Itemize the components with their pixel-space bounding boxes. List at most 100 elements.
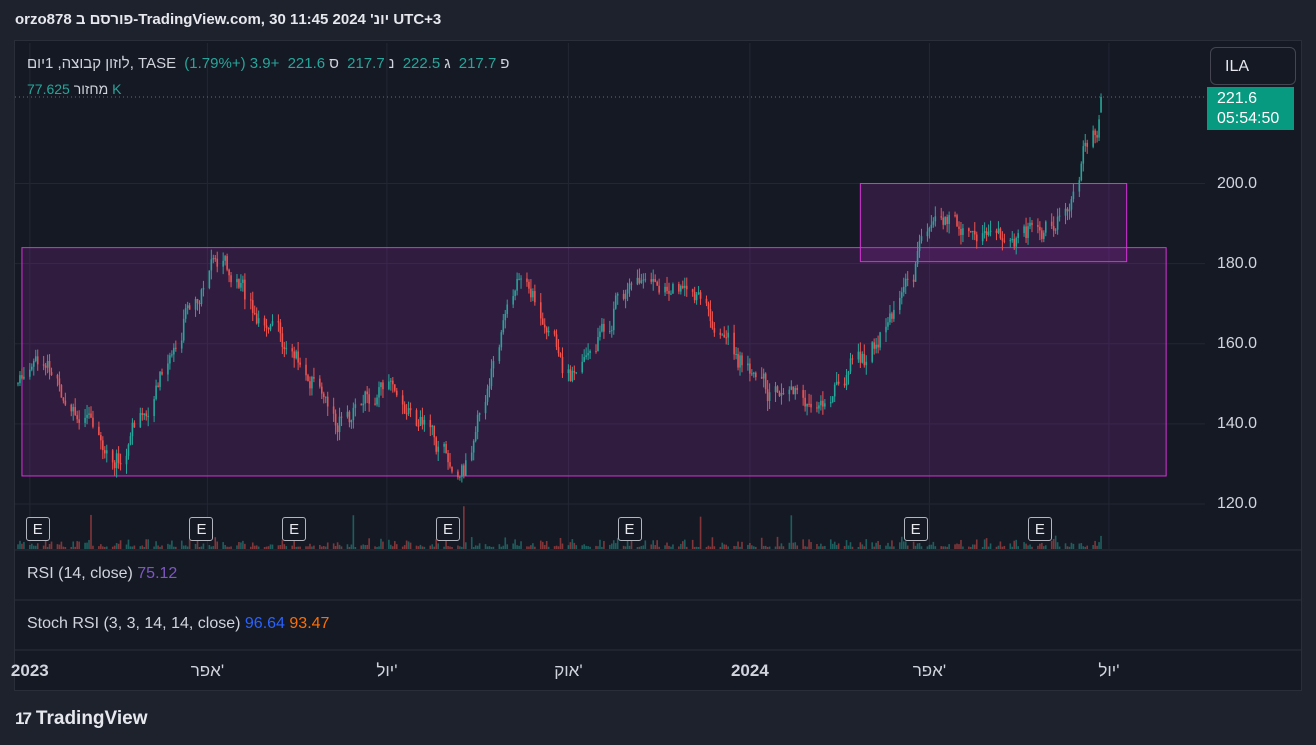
candle-body: [920, 236, 923, 241]
earnings-marker[interactable]: E: [617, 517, 642, 541]
tradingview-brand[interactable]: 17 TradingView: [15, 708, 148, 730]
volume-bar: [512, 543, 514, 549]
candle-body: [691, 289, 694, 292]
volume-bar: [115, 543, 118, 549]
earnings-marker[interactable]: E: [25, 517, 50, 541]
candle-body: [145, 413, 148, 417]
high-label: ג: [444, 55, 451, 72]
volume-bar: [228, 546, 230, 549]
earnings-marker[interactable]: E: [189, 517, 214, 541]
candle-body: [382, 382, 384, 390]
earnings-marker[interactable]: E: [1027, 517, 1052, 541]
candle-body: [970, 231, 972, 233]
candle-body: [490, 368, 493, 387]
candle-body: [423, 419, 426, 425]
volume-bar: [514, 539, 516, 549]
volume-bar: [705, 546, 708, 549]
volume-bar: [332, 543, 335, 549]
candle-body: [44, 365, 47, 368]
candle-body: [451, 466, 453, 472]
candle-body: [626, 289, 629, 294]
volume-bar: [1066, 546, 1069, 549]
candle-body: [433, 425, 436, 438]
volume-bar: [159, 546, 161, 549]
candle-body: [766, 389, 769, 402]
volume-bar: [956, 543, 958, 549]
volume-bar: [989, 543, 992, 549]
volume-bar: [666, 542, 668, 549]
volume-bar: [818, 546, 820, 549]
candle-body: [760, 377, 763, 379]
candle-body: [1027, 226, 1029, 239]
candle-body: [115, 453, 118, 469]
volume-bar: [175, 546, 177, 549]
candle-body: [1058, 215, 1061, 217]
volume-bar: [975, 539, 978, 549]
volume-bar: [664, 545, 666, 549]
volume-bar: [518, 545, 520, 549]
candle-body: [117, 453, 120, 463]
stoch-k-value: 96.64: [244, 615, 285, 632]
candle-body: [528, 281, 530, 289]
volume-bar: [390, 544, 392, 549]
candle-body: [640, 280, 643, 283]
volume-bar: [102, 546, 104, 549]
candle-body: [624, 293, 627, 299]
volume-bar: [447, 546, 449, 549]
candle-body: [269, 325, 272, 330]
volume-bar: [88, 539, 90, 549]
volume-bar: [727, 546, 729, 549]
volume-bar: [125, 544, 128, 549]
volume-bar: [42, 545, 45, 549]
candle-body: [295, 351, 297, 359]
candle-body: [999, 228, 1002, 239]
candle-body: [429, 419, 432, 428]
volume-bar: [1054, 535, 1057, 549]
earnings-marker[interactable]: E: [436, 517, 461, 541]
earnings-marker[interactable]: E: [903, 517, 928, 541]
earnings-marker[interactable]: E: [282, 517, 307, 541]
candle-body: [788, 389, 791, 395]
volume-bar: [490, 546, 493, 549]
candle-body: [514, 290, 516, 297]
candle-body: [32, 360, 35, 367]
volume-bar: [36, 543, 39, 549]
candle-body: [307, 375, 309, 382]
volume-bar: [847, 545, 850, 549]
candle-body: [19, 375, 21, 384]
candle-body: [129, 436, 132, 445]
volume-bar: [642, 545, 645, 549]
candle-body: [778, 392, 781, 396]
candle-body: [678, 284, 680, 292]
volume-bar: [926, 546, 929, 549]
rsi-legend[interactable]: RSI (14, close) 75.12: [27, 565, 177, 583]
volume-bar: [1084, 546, 1087, 549]
volume-bar: [670, 546, 672, 549]
volume-bar: [364, 545, 366, 549]
volume-bar: [614, 543, 617, 549]
volume-bar: [837, 543, 840, 549]
stoch-rsi-legend[interactable]: Stoch RSI (3, 3, 14, 14, close) 96.64 93…: [27, 615, 329, 633]
candle-body: [753, 372, 755, 374]
last-price-value: 221.6: [1217, 90, 1258, 107]
volume-bar: [575, 545, 578, 549]
volume-bar: [833, 541, 836, 549]
candle-body: [214, 258, 217, 260]
candle-body: [573, 370, 576, 373]
candle-body: [1013, 238, 1016, 247]
volume-bar: [810, 542, 812, 549]
candle-body: [374, 403, 376, 405]
volume-bar: [92, 545, 94, 549]
symbol-name[interactable]: לוזון קבוצה, 1יום, TASE: [27, 55, 177, 72]
candle-body: [802, 390, 804, 398]
candle-body: [457, 471, 459, 478]
currency-button[interactable]: ILA: [1210, 47, 1296, 85]
volume-bar: [498, 544, 501, 549]
candle-body: [589, 350, 591, 353]
candle-body: [1009, 240, 1012, 242]
volume-bar: [84, 542, 86, 549]
candle-body: [768, 392, 771, 402]
volume-bar: [249, 546, 252, 549]
candle-body: [346, 411, 349, 417]
